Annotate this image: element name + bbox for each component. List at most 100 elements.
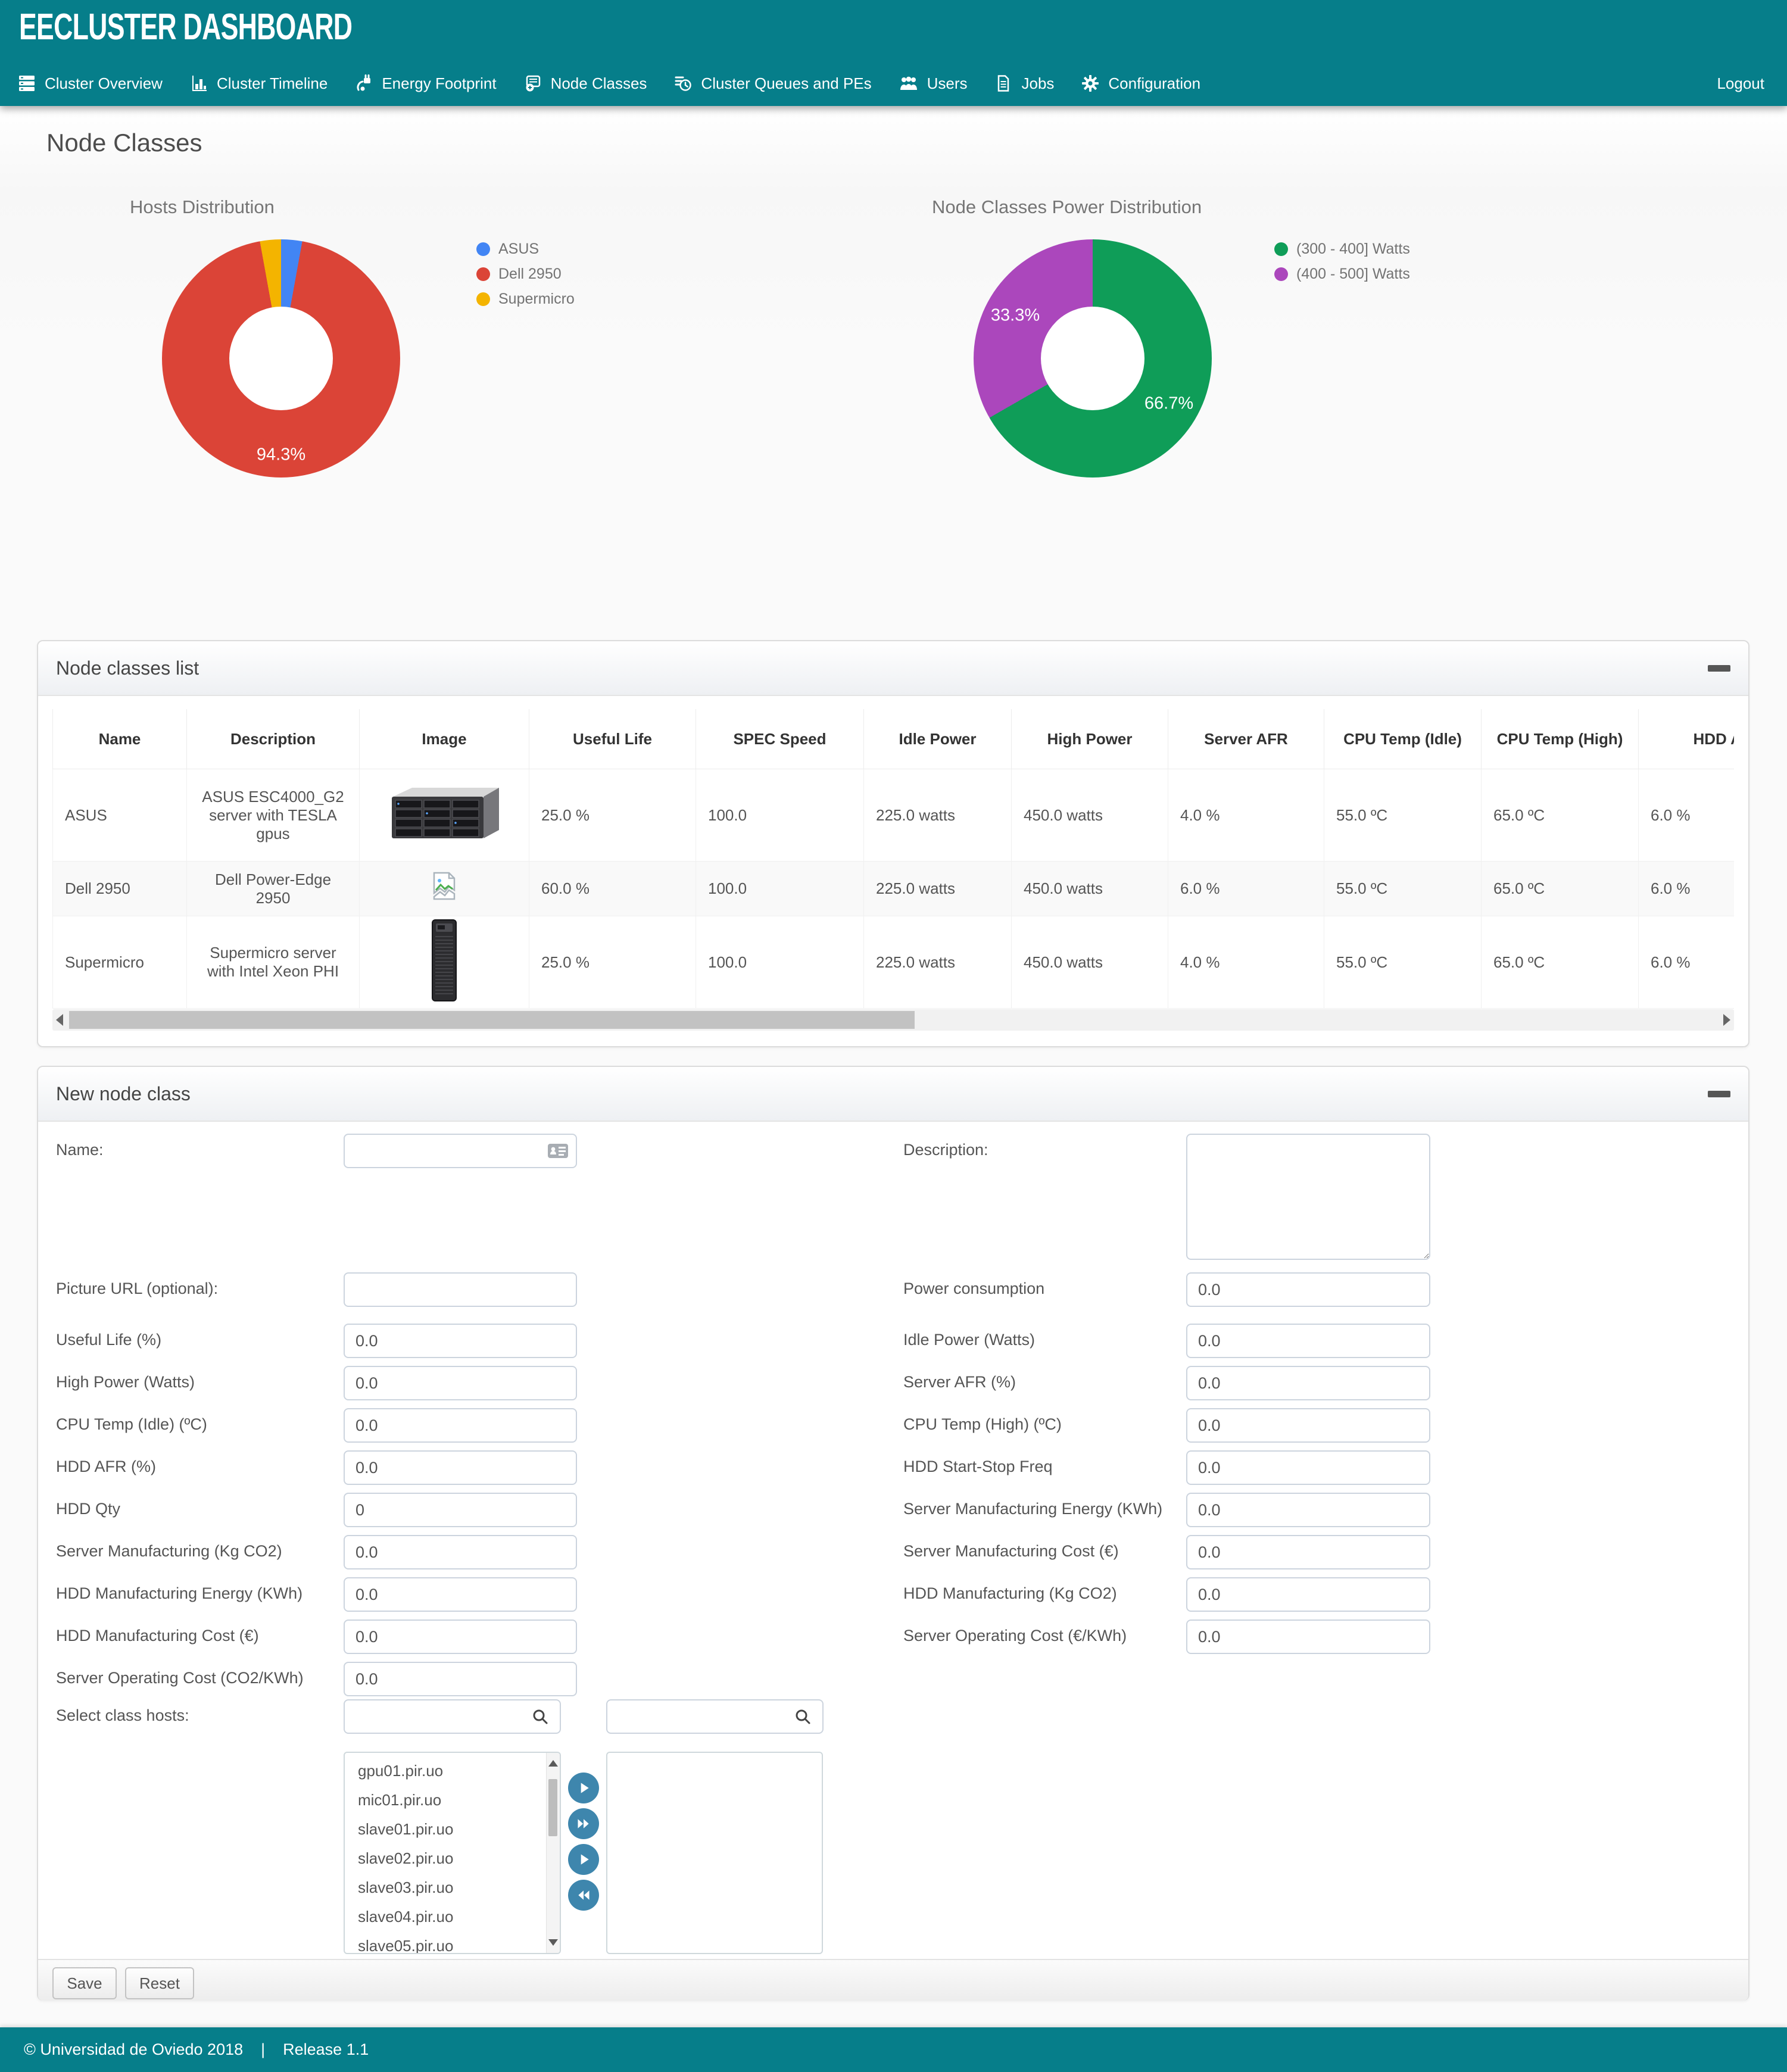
- name-label: Name:: [56, 1141, 104, 1159]
- nav-cluster-queues[interactable]: Cluster Queues and PEs: [674, 74, 872, 93]
- move-selected-right-button[interactable]: [568, 1773, 599, 1803]
- server-manufacturing-energy-input[interactable]: [1186, 1493, 1430, 1527]
- search-icon: [531, 1708, 549, 1728]
- server-operating-cost-co2-input[interactable]: [344, 1662, 577, 1696]
- table-row-dell: Dell 2950 Dell Power-Edge 2950 60.0 % 10…: [52, 861, 1734, 916]
- form-footer-strip: Save Reset: [38, 1959, 1748, 2001]
- logout-link[interactable]: Logout: [1717, 74, 1764, 92]
- cpu-temp-high-input[interactable]: [1186, 1408, 1430, 1443]
- selected-hosts-search-input[interactable]: [606, 1699, 824, 1734]
- server-manufacturing-energy-label: Server Manufacturing Energy (KWh): [903, 1500, 1163, 1518]
- nav-cluster-timeline[interactable]: Cluster Timeline: [190, 74, 328, 93]
- reset-button[interactable]: Reset: [125, 1967, 194, 1999]
- nav-node-classes[interactable]: Node Classes: [524, 74, 647, 93]
- host-option[interactable]: slave02.pir.uo: [358, 1849, 454, 1867]
- high-power-input[interactable]: [344, 1366, 577, 1400]
- hdd-manufacturing-cost-input[interactable]: [344, 1619, 577, 1654]
- hosts-legend: ASUS Dell 2950 Supermicro: [476, 241, 575, 308]
- available-hosts-search-input[interactable]: [344, 1699, 561, 1734]
- selected-hosts-listbox[interactable]: [606, 1752, 823, 1954]
- server-manufacturing-cost-input[interactable]: [1186, 1535, 1430, 1569]
- slice-label-dell: 94.3%: [256, 445, 306, 464]
- col-hdd-afr: HDD AFR: [1638, 709, 1734, 769]
- host-option[interactable]: slave03.pir.uo: [358, 1878, 454, 1896]
- nav-label: Cluster Overview: [45, 74, 163, 92]
- host-option[interactable]: slave01.pir.uo: [358, 1820, 454, 1838]
- footer-release: Release 1.1: [283, 2040, 369, 2058]
- hdd-manufacturing-co2-input[interactable]: [1186, 1577, 1430, 1612]
- server-afr-input[interactable]: [1186, 1366, 1430, 1400]
- server-stack-icon: [18, 74, 36, 92]
- nav-energy-footprint[interactable]: Energy Footprint: [355, 74, 497, 93]
- hdd-manufacturing-energy-input[interactable]: [344, 1577, 577, 1612]
- scroll-right-arrow-icon[interactable]: [1723, 1014, 1730, 1026]
- available-hosts-listbox[interactable]: gpu01.pir.uo mic01.pir.uo slave01.pir.uo…: [344, 1752, 561, 1954]
- col-image: Image: [359, 709, 529, 769]
- legend-item-asus: ASUS: [476, 241, 575, 258]
- hdd-qty-input[interactable]: [344, 1493, 577, 1527]
- page-title: Node Classes: [46, 129, 202, 157]
- hdd-afr-label: HDD AFR (%): [56, 1458, 156, 1475]
- host-option[interactable]: mic01.pir.uo: [358, 1791, 442, 1809]
- table-horizontal-scrollbar[interactable]: [52, 1009, 1734, 1031]
- server-operating-cost-eur-input[interactable]: [1186, 1619, 1430, 1654]
- col-cpu-temp-idle: CPU Temp (Idle): [1324, 709, 1482, 769]
- collapse-panel-button[interactable]: [1708, 1090, 1730, 1097]
- useful-life-label: Useful Life (%): [56, 1331, 162, 1349]
- idle-power-input[interactable]: [1186, 1324, 1430, 1358]
- nav-jobs[interactable]: Jobs: [994, 74, 1054, 93]
- scrollbar-thumb[interactable]: [548, 1779, 557, 1836]
- description-textarea[interactable]: [1186, 1134, 1430, 1260]
- save-button[interactable]: Save: [52, 1967, 117, 1999]
- nav-label: Configuration: [1108, 74, 1201, 92]
- panel-header: Node classes list: [38, 641, 1748, 696]
- picture-url-input[interactable]: [344, 1272, 577, 1307]
- legend-dot: [476, 292, 490, 306]
- panel-title: Node classes list: [56, 657, 199, 679]
- nav-label: Cluster Timeline: [216, 74, 328, 92]
- scroll-down-arrow-icon[interactable]: [548, 1939, 558, 1946]
- node-class-icon: [524, 74, 542, 92]
- name-input[interactable]: [344, 1134, 577, 1168]
- chart-title: Node Classes Power Distribution: [932, 196, 1202, 217]
- col-high-power: High Power: [1011, 709, 1168, 769]
- server-manufacturing-co2-input[interactable]: [344, 1535, 577, 1569]
- host-option[interactable]: slave04.pir.uo: [358, 1908, 454, 1926]
- move-all-right-button[interactable]: [568, 1808, 599, 1839]
- power-donut: 66.7% 33.3%: [974, 239, 1212, 478]
- useful-life-input[interactable]: [344, 1324, 577, 1358]
- nav-configuration[interactable]: Configuration: [1081, 74, 1200, 93]
- hdd-afr-input[interactable]: [344, 1450, 577, 1485]
- asus-server-image: [359, 769, 529, 862]
- users-icon: [899, 74, 918, 92]
- nav-cluster-overview[interactable]: Cluster Overview: [18, 74, 163, 93]
- cpu-temp-idle-input[interactable]: [344, 1408, 577, 1443]
- col-description: Description: [186, 709, 360, 769]
- scrollbar-thumb[interactable]: [69, 1011, 915, 1029]
- power-consumption-input[interactable]: [1186, 1272, 1430, 1307]
- host-option[interactable]: slave05.pir.uo: [358, 1937, 454, 1954]
- footer-copyright: © Universidad de Oviedo 2018: [24, 2040, 244, 2058]
- nav-users[interactable]: Users: [899, 74, 967, 93]
- top-header-bar: EECLUSTER DASHBOARD Cluster Overview Clu…: [0, 0, 1787, 106]
- scroll-up-arrow-icon[interactable]: [548, 1760, 558, 1767]
- search-icon: [794, 1708, 812, 1728]
- hosts-vertical-scrollbar[interactable]: [546, 1753, 560, 1953]
- move-all-left-button[interactable]: [568, 1880, 599, 1911]
- hdd-start-stop-input[interactable]: [1186, 1450, 1430, 1485]
- select-class-hosts-label: Select class hosts:: [56, 1706, 189, 1724]
- legend-item-dell: Dell 2950: [476, 266, 575, 283]
- server-afr-label: Server AFR (%): [903, 1373, 1016, 1391]
- tower-server-image: [359, 916, 529, 1009]
- nav-label: Node Classes: [550, 74, 647, 92]
- node-classes-list-panel: Node classes list Name Description Image…: [37, 640, 1749, 1047]
- move-selected-left-button[interactable]: [568, 1844, 599, 1875]
- collapse-panel-button[interactable]: [1708, 664, 1730, 672]
- host-items: gpu01.pir.uo mic01.pir.uo slave01.pir.uo…: [345, 1756, 547, 1954]
- server-operating-cost-co2-label: Server Operating Cost (CO2/KWh): [56, 1669, 304, 1687]
- host-option[interactable]: gpu01.pir.uo: [358, 1762, 444, 1780]
- main-nav: Cluster Overview Cluster Timeline Energy…: [18, 62, 1200, 105]
- legend-dot: [476, 267, 490, 281]
- scroll-left-arrow-icon[interactable]: [56, 1014, 63, 1026]
